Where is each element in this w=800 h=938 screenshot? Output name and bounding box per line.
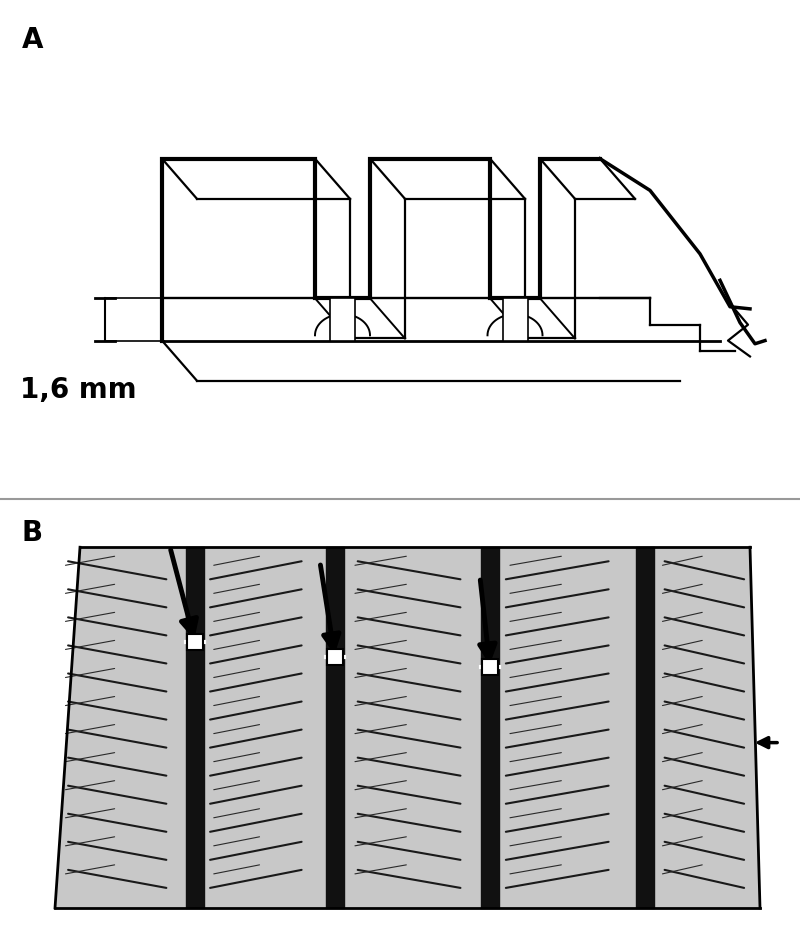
Text: 1,6 mm: 1,6 mm bbox=[20, 376, 137, 404]
Bar bbox=[482, 659, 498, 675]
Polygon shape bbox=[55, 547, 760, 908]
Text: B: B bbox=[22, 520, 43, 547]
Text: A: A bbox=[22, 26, 43, 54]
Bar bbox=[327, 649, 343, 665]
Bar bbox=[330, 298, 355, 340]
Bar bbox=[187, 634, 203, 650]
Bar bbox=[502, 298, 527, 340]
